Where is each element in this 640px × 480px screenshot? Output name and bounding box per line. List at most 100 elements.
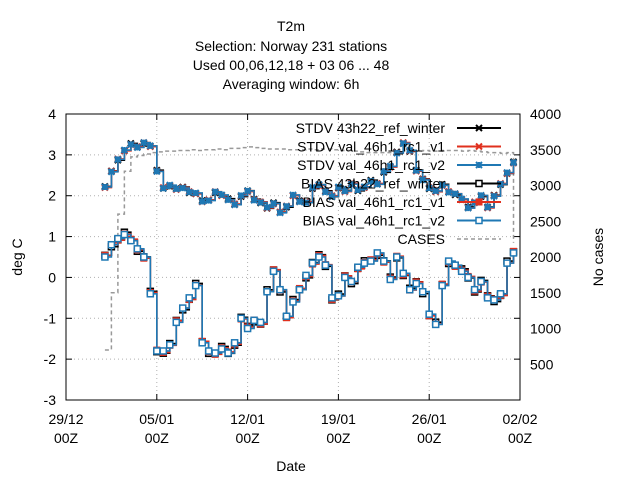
data-point — [464, 273, 472, 282]
data-point — [334, 183, 343, 191]
data-point — [191, 281, 200, 290]
data-point — [360, 259, 369, 267]
y-axis-label: deg C — [9, 238, 25, 275]
data-point — [373, 180, 382, 188]
data-point — [399, 139, 407, 148]
legend-label: BIAS val_46h1_rc1_v2 — [303, 213, 446, 229]
legend-swatch-marker — [475, 179, 483, 188]
x-tick-label-hour: 00Z — [417, 430, 442, 446]
data-point — [101, 253, 109, 261]
data-point — [354, 263, 362, 271]
data-point — [289, 298, 297, 306]
data-point — [457, 195, 466, 203]
legend-entry: BIAS val_46h1_rc1_v1 — [303, 194, 501, 210]
series-line — [104, 141, 515, 214]
legend-swatch-marker — [475, 142, 483, 151]
legend-entry: STDV 43h22_ref_winter — [296, 120, 501, 136]
data-point — [146, 290, 155, 298]
data-point — [269, 199, 278, 208]
data-point — [302, 271, 310, 280]
plot-frame — [65, 113, 521, 401]
y2-tick-label: 3000 — [530, 178, 561, 194]
data-point — [172, 185, 180, 193]
y2-tick-label: 500 — [530, 356, 554, 372]
series-layer — [101, 138, 518, 358]
data-point — [399, 269, 408, 278]
data-point — [282, 312, 291, 320]
data-point — [114, 155, 122, 164]
data-point — [373, 249, 382, 257]
legend-swatch-marker — [475, 161, 483, 169]
data-point — [295, 285, 304, 294]
legend-swatch-marker — [475, 216, 483, 225]
data-point — [483, 294, 492, 302]
y-tick-label: 1 — [48, 229, 56, 245]
data-point — [367, 257, 375, 265]
data-point — [354, 186, 362, 194]
data-point — [224, 349, 232, 357]
series-6 — [104, 146, 515, 351]
data-point — [230, 339, 239, 347]
data-point — [153, 347, 161, 355]
data-point — [224, 196, 232, 204]
data-point — [120, 146, 129, 154]
data-point — [308, 183, 317, 192]
data-point — [438, 281, 446, 290]
legend-entry: CASES — [398, 231, 501, 247]
series-4 — [101, 230, 518, 358]
data-point — [321, 188, 330, 196]
data-point — [217, 191, 226, 199]
data-point — [380, 167, 388, 175]
data-point — [509, 249, 518, 257]
data-point — [438, 181, 446, 189]
data-point — [503, 168, 511, 177]
data-point — [386, 162, 394, 171]
legend-entry: BIAS val_46h1_rc1_v2 — [303, 213, 501, 229]
data-point — [360, 183, 369, 191]
y2-tick-label: 3500 — [530, 142, 561, 158]
series-2 — [101, 138, 518, 217]
legend-swatch-marker — [475, 198, 483, 206]
y2-tick-label: 4000 — [530, 106, 561, 122]
data-point — [328, 192, 336, 201]
data-point — [282, 202, 291, 210]
data-point — [425, 310, 433, 318]
data-point — [315, 181, 323, 189]
data-point — [276, 209, 284, 217]
data-point — [269, 267, 278, 276]
chart-title: T2m Selection: Norway 231 stations Used … — [193, 18, 390, 92]
data-point — [237, 314, 245, 323]
data-point — [289, 191, 297, 199]
data-point — [406, 146, 414, 155]
y-tick-label: 2 — [48, 188, 56, 204]
data-point — [464, 204, 472, 212]
data-point — [295, 198, 304, 206]
data-point — [302, 198, 310, 207]
x-tick-label-hour: 00Z — [145, 430, 170, 446]
data-point — [230, 200, 239, 209]
data-point — [470, 285, 479, 294]
series-line — [104, 146, 515, 351]
data-point — [146, 142, 155, 150]
data-point — [198, 339, 206, 347]
data-point — [412, 166, 420, 175]
data-point — [347, 180, 356, 188]
data-point — [380, 257, 388, 265]
legend-entry: STDV val_46h1_rc1_v1 — [297, 139, 501, 155]
data-point — [457, 267, 466, 276]
data-point — [133, 245, 142, 253]
data-point — [451, 190, 459, 198]
x-tick-label-date: 12/01 — [230, 411, 265, 427]
data-point — [263, 203, 271, 212]
data-point — [120, 230, 129, 239]
axes: -3 -2 -1 0 1 2 3 4 500 1000 1500 2000 2500 3000 3500 40… — [44, 106, 562, 446]
data-point — [127, 236, 135, 245]
data-point — [140, 253, 148, 261]
chart-title-line-1: T2m — [277, 18, 305, 34]
legend-entry: STDV val_46h1_rc1_v2 — [297, 157, 501, 173]
legend-label: STDV val_46h1_rc1_v1 — [297, 139, 445, 155]
x-tick-label-hour: 00Z — [508, 430, 533, 446]
data-point — [412, 279, 420, 288]
y-tick-label: -3 — [44, 392, 57, 408]
series-5 — [101, 230, 518, 357]
